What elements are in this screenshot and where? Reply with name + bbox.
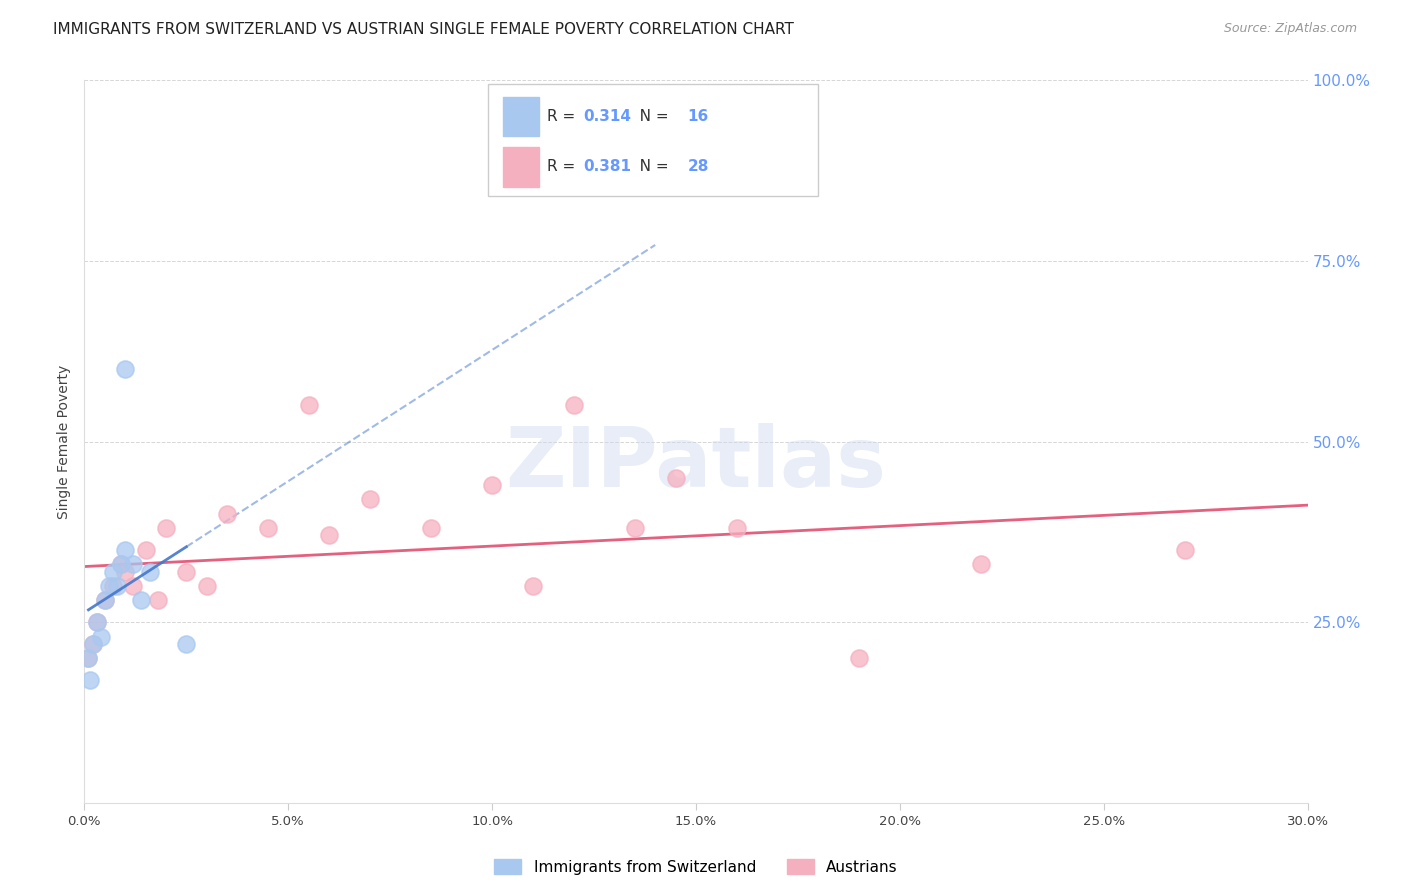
Point <box>1174 542 1197 557</box>
Text: ZIPatlas: ZIPatlas <box>506 423 886 504</box>
Point <box>131 593 153 607</box>
FancyBboxPatch shape <box>503 96 540 136</box>
Point <box>146 593 169 607</box>
Point <box>93 593 115 607</box>
Point <box>195 579 218 593</box>
Point <box>82 637 104 651</box>
Point <box>114 565 136 579</box>
Point <box>79 673 101 687</box>
Point <box>298 398 321 412</box>
Point <box>665 471 688 485</box>
Point <box>970 558 993 572</box>
Point <box>217 507 239 521</box>
Point <box>725 521 748 535</box>
Y-axis label: Single Female Poverty: Single Female Poverty <box>58 365 72 518</box>
Text: 0.314: 0.314 <box>583 109 631 124</box>
Text: R =: R = <box>547 109 579 124</box>
Text: N =: N = <box>626 109 673 124</box>
Text: 0.381: 0.381 <box>583 160 631 175</box>
Point <box>114 362 136 376</box>
Point <box>86 615 108 630</box>
Point <box>138 565 160 579</box>
Point <box>86 615 108 630</box>
Point <box>318 528 340 542</box>
Point <box>110 558 132 572</box>
Point <box>110 558 132 572</box>
Text: IMMIGRANTS FROM SWITZERLAND VS AUSTRIAN SINGLE FEMALE POVERTY CORRELATION CHART: IMMIGRANTS FROM SWITZERLAND VS AUSTRIAN … <box>53 22 794 37</box>
Point <box>155 521 177 535</box>
Text: Source: ZipAtlas.com: Source: ZipAtlas.com <box>1223 22 1357 36</box>
Point <box>77 651 100 665</box>
Text: 28: 28 <box>688 160 709 175</box>
Point <box>82 637 104 651</box>
Point <box>90 630 112 644</box>
FancyBboxPatch shape <box>488 84 818 196</box>
Text: 16: 16 <box>688 109 709 124</box>
Point <box>257 521 280 535</box>
Point <box>522 579 544 593</box>
Point <box>624 521 647 535</box>
Point <box>848 651 870 665</box>
FancyBboxPatch shape <box>503 147 540 186</box>
Point <box>359 492 381 507</box>
Text: R =: R = <box>547 160 579 175</box>
Point <box>105 579 128 593</box>
Point <box>135 542 157 557</box>
Point <box>93 593 115 607</box>
Point <box>114 542 136 557</box>
Text: N =: N = <box>626 160 673 175</box>
Point <box>174 637 197 651</box>
Point <box>122 579 145 593</box>
Point <box>101 579 124 593</box>
Point <box>481 478 503 492</box>
Point <box>174 565 197 579</box>
Point <box>420 521 443 535</box>
Point <box>97 579 120 593</box>
Point <box>101 565 124 579</box>
Point <box>122 558 145 572</box>
Point <box>562 398 585 412</box>
Legend: Immigrants from Switzerland, Austrians: Immigrants from Switzerland, Austrians <box>494 859 898 875</box>
Point <box>77 651 100 665</box>
